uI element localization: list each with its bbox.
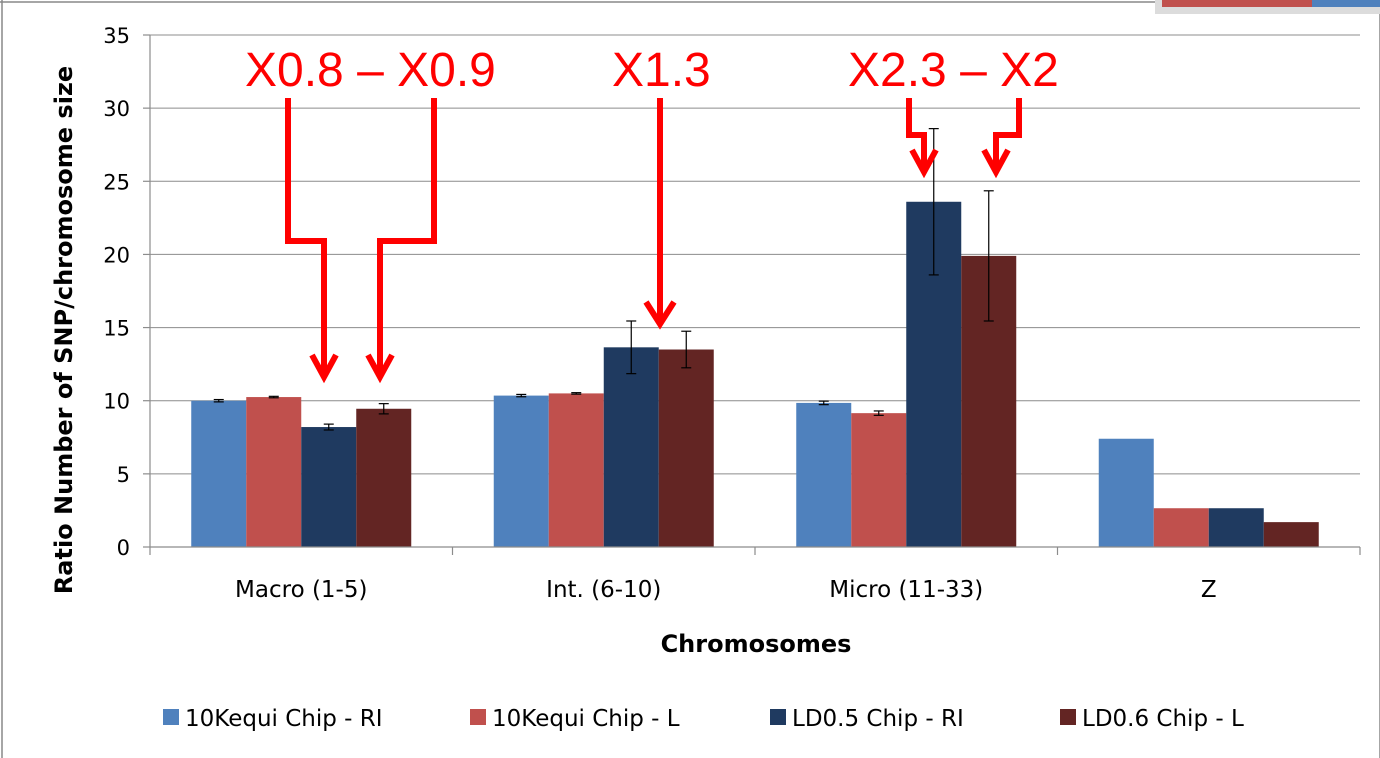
arrow-macro-ld05-head (309, 353, 339, 384)
arrow-micro-ld06-head (981, 148, 1011, 179)
annotation-macro: X0.8 – X0.9 (245, 44, 496, 97)
y-tick-label: 30 (103, 97, 130, 121)
bar (1263, 522, 1319, 547)
arrow-micro-ld06 (993, 98, 1022, 170)
legend-label: LD0.5 Chip - RI (792, 706, 964, 732)
y-tick-label: 20 (103, 243, 130, 267)
bar (603, 347, 659, 547)
category-labels: Macro (1-5) Int. (6-10) Micro (11-33) Z (235, 577, 1217, 603)
y-axis-title: Ratio Number of SNP/chromosome size (50, 66, 78, 594)
bar (1153, 508, 1209, 547)
bar (356, 408, 412, 547)
bar (851, 413, 907, 547)
annotation-arrows (285, 98, 1022, 384)
gridlines (150, 34, 1360, 475)
annotation-micro: X2.3 – X2 (848, 44, 1059, 97)
bar (1098, 438, 1154, 547)
annotation-int: X1.3 (612, 44, 711, 97)
arrow-macro-ld06 (377, 98, 437, 375)
legend-label: LD0.6 Chip - L (1082, 706, 1244, 732)
arrow-macro-ld06-head (365, 353, 395, 384)
bar (493, 395, 549, 547)
legend-swatch (470, 709, 486, 725)
category-label: Z (1201, 577, 1217, 603)
arrow-macro-ld05 (285, 98, 327, 375)
axes (143, 34, 1361, 555)
legend-swatch (1060, 709, 1076, 725)
y-tick-labels: 0 5 10 15 20 25 30 35 (103, 24, 130, 560)
y-tick-label: 25 (103, 170, 130, 194)
bar (1208, 508, 1264, 547)
bar (658, 349, 714, 547)
y-tick-label: 15 (103, 317, 130, 341)
bar (191, 400, 247, 547)
y-tick-label: 5 (117, 463, 130, 487)
legend: 10Kequi Chip - RI 10Kequi Chip - L LD0.5 C… (163, 706, 1244, 732)
legend-swatch (770, 709, 786, 725)
bar (796, 402, 852, 547)
legend-label: 10Kequi Chip - L (492, 706, 680, 732)
legend-swatch (163, 709, 179, 725)
y-tick-label: 0 (117, 536, 130, 560)
legend-label: 10Kequi Chip - RI (185, 706, 383, 732)
bar (301, 427, 357, 547)
y-tick-label: 35 (103, 24, 130, 48)
category-label: Int. (6-10) (546, 577, 661, 603)
cropped-edge-decoration (1155, 0, 1380, 14)
bar (246, 397, 302, 547)
y-tick-label: 10 (103, 390, 130, 414)
arrow-micro-ld05 (906, 98, 927, 170)
bar (548, 393, 604, 547)
category-label: Micro (11-33) (829, 577, 983, 603)
arrow-micro-ld05-head (909, 148, 939, 179)
x-axis-title: Chromosomes (661, 630, 852, 658)
category-label: Macro (1-5) (235, 577, 367, 603)
bars (191, 201, 1319, 548)
arrow-int-head (643, 300, 677, 330)
